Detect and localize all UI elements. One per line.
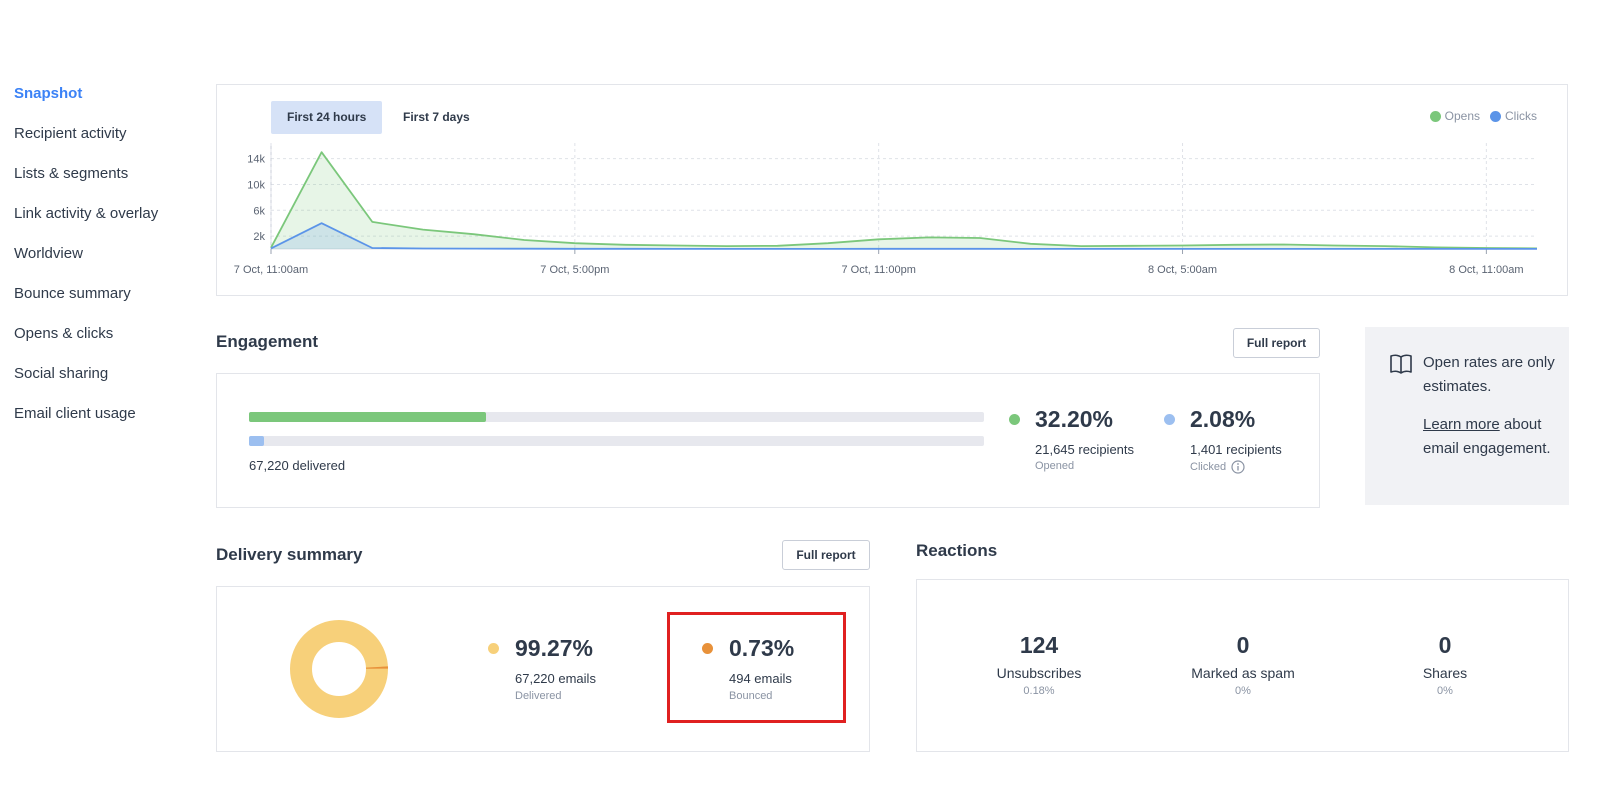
- legend-clicks-swatch: [1490, 110, 1501, 122]
- spam-percent: 0%: [1235, 685, 1251, 697]
- chart-legend: Opens Clicks: [1429, 109, 1537, 123]
- opened-label: Opened: [1035, 460, 1075, 472]
- clicks-line: [270, 222, 1537, 250]
- sidebar-item-social-sharing[interactable]: Social sharing: [14, 365, 109, 382]
- delivered-dot-icon: [488, 643, 499, 654]
- legend-opens[interactable]: Opens: [1429, 109, 1480, 123]
- book-icon: [1390, 354, 1412, 374]
- opened-bar: [249, 412, 984, 422]
- sidebar-item-link-activity[interactable]: Link activity & overlay: [14, 205, 159, 222]
- sidebar-item-worldview[interactable]: Worldview: [14, 245, 83, 262]
- bounced-percent: 0.73%: [729, 635, 795, 661]
- sidebar-item-bounce-summary[interactable]: Bounce summary: [14, 285, 131, 302]
- unsubscribes-value: 124: [1019, 632, 1059, 658]
- x-tick-label: 8 Oct, 11:00am: [1449, 264, 1523, 276]
- opens-line: [270, 151, 1538, 250]
- clicked-dot-icon: [1164, 414, 1175, 425]
- legend-opens-label: Opens: [1444, 109, 1480, 123]
- engagement-card: 67,220 delivered 32.20% 21,645 recipient…: [216, 373, 1320, 508]
- reactions-title: Reactions: [916, 541, 998, 560]
- tab-first-24-hours[interactable]: First 24 hours: [271, 101, 383, 134]
- delivered-count: 67,220 delivered: [249, 458, 346, 473]
- clicked-label: Clicked: [1190, 461, 1227, 473]
- unsubscribes-percent: 0.18%: [1023, 685, 1055, 697]
- opened-recipients: 21,645 recipients: [1035, 442, 1135, 457]
- spam-label: Marked as spam: [1191, 665, 1295, 681]
- info-text-estimates: Open rates are only estimates.: [1423, 354, 1555, 395]
- activity-line-chart: 14k 10k 6k 2k 7 Oct, 11:00am 7 Oct, 5:00pm 7 O…: [234, 143, 1538, 276]
- opened-bar-fill: [249, 412, 486, 422]
- bounced-highlight-box: [667, 612, 846, 723]
- delivery-summary-title: Delivery summary: [216, 545, 363, 564]
- unsubscribes-label: Unsubscribes: [996, 665, 1082, 681]
- opens-area: [271, 152, 1537, 249]
- open-rates-info-box: Open rates are only estimates. Learn mor…: [1365, 327, 1569, 505]
- sidebar-item-opens-clicks[interactable]: Opens & clicks: [14, 325, 114, 342]
- opened-percent: 32.20%: [1035, 406, 1114, 432]
- x-tick-label: 7 Oct, 11:00am: [234, 264, 308, 276]
- shares-stat[interactable]: 0 Shares 0%: [1385, 632, 1505, 697]
- engagement-title: Engagement: [216, 332, 319, 351]
- legend-clicks[interactable]: Clicks: [1490, 109, 1537, 123]
- legend-clicks-label: Clicks: [1505, 109, 1537, 123]
- sidebar-item-lists-segments[interactable]: Lists & segments: [14, 165, 129, 182]
- y-tick-label: 6k: [253, 205, 265, 217]
- clicked-recipients: 1,401 recipients: [1190, 442, 1282, 457]
- report-sidebar: Snapshot Recipient activity Lists & segm…: [14, 84, 204, 444]
- reactions-card: 124 Unsubscribes 0.18% 0 Marked as spam …: [916, 579, 1569, 752]
- delivery-full-report-button[interactable]: Full report: [782, 540, 870, 570]
- activity-chart-card: First 24 hours First 7 days Opens Clicks…: [216, 84, 1568, 296]
- y-tick-label: 2k: [253, 231, 265, 243]
- sidebar-item-snapshot[interactable]: Snapshot: [14, 85, 83, 102]
- info-text: Open rates are only estimates. Learn mor…: [1423, 351, 1563, 461]
- spam-stat[interactable]: 0 Marked as spam 0%: [1163, 632, 1323, 697]
- x-tick-label: 7 Oct, 11:00pm: [841, 264, 915, 276]
- info-icon[interactable]: [1231, 460, 1245, 474]
- opened-dot-icon: [1009, 414, 1020, 425]
- unsubscribes-stat[interactable]: 124 Unsubscribes 0.18%: [979, 632, 1099, 697]
- x-tick-label: 7 Oct, 5:00pm: [540, 264, 609, 276]
- tab-first-7-days[interactable]: First 7 days: [403, 110, 470, 124]
- y-tick-label: 10k: [247, 179, 265, 191]
- delivery-card: 99.27% 67,220 emails Delivered 0.73% 494…: [216, 586, 870, 752]
- learn-more-link[interactable]: Learn more: [1423, 416, 1500, 433]
- info-text-about: about email engagement.: [1423, 416, 1551, 457]
- y-tick-label: 14k: [247, 154, 265, 166]
- shares-label: Shares: [1422, 665, 1468, 681]
- sidebar-item-email-client-usage[interactable]: Email client usage: [14, 405, 136, 422]
- donut-delivered-slice: [290, 620, 388, 718]
- clicked-label-row: Clicked: [1190, 460, 1245, 474]
- engagement-full-report-button[interactable]: Full report: [1233, 328, 1320, 358]
- shares-value: 0: [1438, 632, 1452, 658]
- delivery-donut-chart: [290, 620, 388, 718]
- info-text-learn-more: Learn more about email engagement.: [1423, 413, 1563, 461]
- bounced-dot-icon: [702, 643, 713, 654]
- clicked-bar: [249, 436, 984, 446]
- clicked-percent: 2.08%: [1190, 406, 1256, 432]
- bounced-emails: 494 emails: [729, 671, 792, 686]
- x-tick-label: 8 Oct, 5:00am: [1148, 264, 1217, 276]
- shares-percent: 0%: [1437, 685, 1453, 697]
- sidebar-item-recipient-activity[interactable]: Recipient activity: [14, 125, 127, 142]
- spam-value: 0: [1236, 632, 1250, 658]
- legend-opens-swatch: [1429, 110, 1441, 122]
- delivered-label: Delivered: [515, 690, 562, 702]
- bounced-label: Bounced: [729, 690, 773, 702]
- clicked-bar-fill: [249, 436, 265, 446]
- delivered-percent: 99.27%: [515, 635, 594, 661]
- delivered-emails: 67,220 emails: [515, 671, 596, 686]
